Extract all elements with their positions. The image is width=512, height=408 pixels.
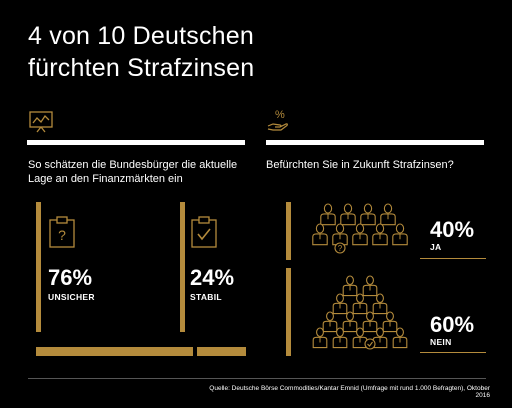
svg-text:?: ?	[338, 244, 343, 253]
chart-board-icon	[29, 111, 53, 133]
people-group-question-icon: ?	[312, 203, 408, 254]
title-line-1: 4 von 10 Deutschen	[28, 22, 254, 50]
footer-divider	[28, 378, 486, 379]
ja-label: JA	[430, 242, 442, 252]
source-note: Quelle: Deutsche Börse Commodities/Kanta…	[209, 385, 490, 399]
page-title: 4 von 10 Deutschen fürchten Strafzinsen	[28, 20, 254, 84]
hand-percent-icon: %	[267, 109, 288, 131]
stabil-label: STABIL	[190, 292, 222, 302]
stabil-share-bar	[197, 347, 246, 356]
right-section-rule	[266, 140, 484, 145]
left-section-rule	[27, 140, 245, 145]
nein-value: 60%	[430, 312, 475, 337]
ja-vertical-bar	[286, 202, 291, 260]
stabil-value: 24%	[190, 265, 235, 290]
ja-value: 40%	[430, 217, 475, 242]
people-group-check-icon	[312, 275, 408, 350]
svg-text:?: ?	[58, 227, 66, 243]
title-line-2: fürchten Strafzinsen	[28, 54, 255, 82]
left-question: So schätzen die Bundesbürger die aktuell…	[28, 159, 238, 185]
nein-vertical-bar	[286, 268, 291, 356]
clipboard-check-icon	[191, 216, 217, 248]
unsicher-vertical-bar	[36, 202, 41, 332]
unsicher-label: UNSICHER	[48, 292, 95, 302]
clipboard-question-icon: ?	[49, 216, 75, 248]
right-question: Befürchten Sie in Zukunft Strafzinsen?	[266, 159, 454, 171]
stabil-vertical-bar	[180, 202, 185, 332]
nein-underline	[420, 352, 486, 353]
unsicher-share-bar	[36, 347, 193, 356]
nein-label: NEIN	[430, 337, 452, 347]
unsicher-value: 76%	[48, 265, 93, 290]
ja-underline	[420, 258, 486, 259]
svg-text:%: %	[275, 109, 285, 121]
